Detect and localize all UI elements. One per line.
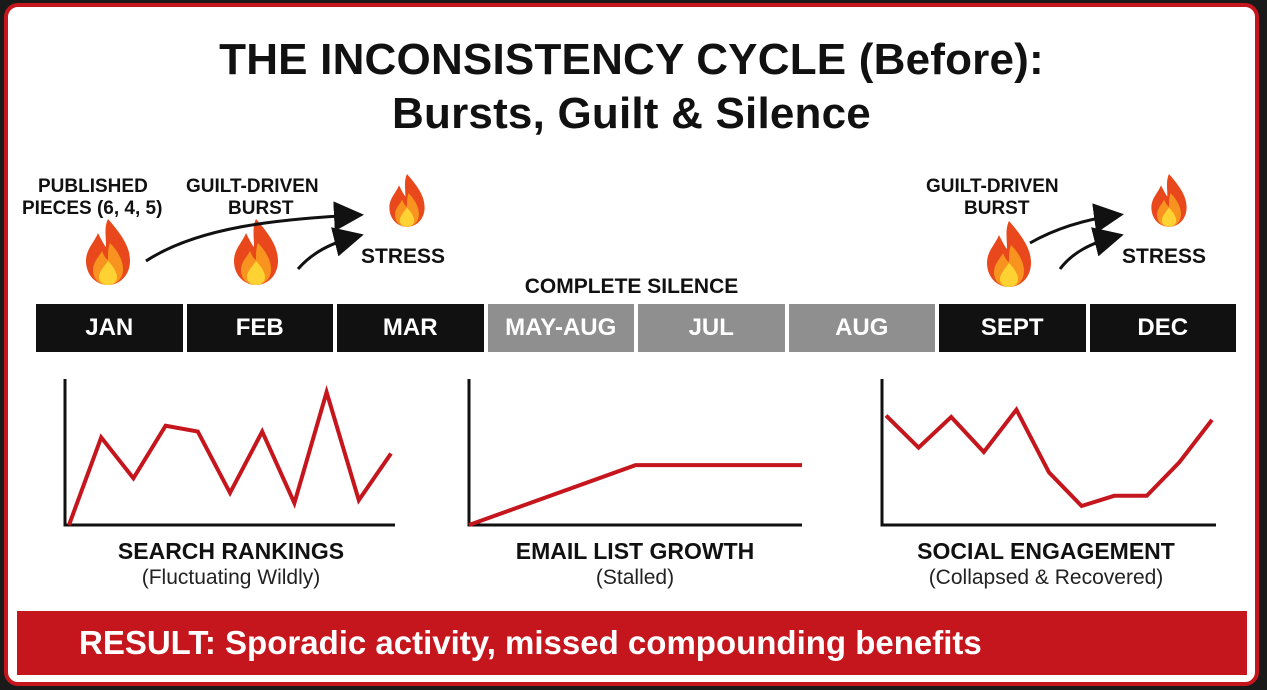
arrow-icon xyxy=(1029,203,1124,245)
fire-icon xyxy=(234,219,278,285)
timeline-segment-may-aug: MAY-AUG xyxy=(487,304,634,352)
timeline-segment-dec: DEC xyxy=(1089,304,1236,352)
guilt-burst-label-1-line2: BURST xyxy=(228,198,294,219)
arrow-icon xyxy=(296,227,364,270)
chart-caption-email: EMAIL LIST GROWTH (Stalled) xyxy=(425,537,845,591)
stress-label-1: STRESS xyxy=(361,245,446,268)
fire-icon xyxy=(389,174,425,227)
published-label-line2: PIECES (6, 4, 5) xyxy=(22,198,163,219)
timeline-segment-aug: AUG xyxy=(788,304,935,352)
timeline-segment-mar: MAR xyxy=(337,304,484,352)
chart-series-line xyxy=(468,463,802,527)
chart-title: EMAIL LIST GROWTH xyxy=(515,538,755,564)
result-banner: RESULT: Sporadic activity, missed compou… xyxy=(17,611,1247,675)
fire-icon xyxy=(86,219,130,285)
chart-axes xyxy=(880,379,1216,527)
page-title: THE INCONSISTENCY CYCLE (Before): xyxy=(219,35,1044,84)
fire-icon xyxy=(987,221,1031,287)
timeline-segment-sept: SEPT xyxy=(939,304,1086,352)
chart-series-line xyxy=(67,385,393,526)
chart-caption-social: SOCIAL ENGAGEMENT (Collapsed & Recovered… xyxy=(836,537,1255,591)
guilt-burst-label-2-line2: BURST xyxy=(964,198,1030,219)
timeline-segment-jul: JUL xyxy=(638,304,785,352)
guilt-burst-label-1-line1: GUILT-DRIVEN xyxy=(186,176,319,197)
chart-subtitle: (Stalled) xyxy=(595,566,675,589)
complete-silence-label: COMPLETE SILENCE xyxy=(524,275,739,298)
published-label-line1: PUBLISHED xyxy=(38,176,148,197)
timeline-segment-feb: FEB xyxy=(186,304,333,352)
chart-caption-search: SEARCH RANKINGS (Fluctuating Wildly) xyxy=(21,537,441,591)
chart-subtitle: (Fluctuating Wildly) xyxy=(141,566,321,589)
fire-icon xyxy=(1151,174,1187,227)
timeline-segment-jan: JAN xyxy=(36,304,183,352)
chart-title: SOCIAL ENGAGEMENT xyxy=(917,538,1175,564)
chart-subtitle: (Collapsed & Recovered) xyxy=(928,566,1164,589)
guilt-burst-label-2-line1: GUILT-DRIVEN xyxy=(926,176,1059,197)
arrow-icon xyxy=(1058,227,1124,270)
chart-title: SEARCH RANKINGS xyxy=(117,538,345,564)
timeline-bar: JAN FEB MAR MAY-AUG JUL AUG SEPT DEC xyxy=(36,304,1236,352)
chart-axes xyxy=(467,379,802,527)
chart-series-line xyxy=(884,405,1214,509)
chart-axes xyxy=(63,379,395,527)
arrow-icon xyxy=(145,201,364,263)
stress-label-2: STRESS xyxy=(1122,245,1207,268)
infographic-frame: THE INCONSISTENCY CYCLE (Before): Bursts… xyxy=(4,3,1259,686)
page-subtitle: Bursts, Guilt & Silence xyxy=(392,89,871,138)
